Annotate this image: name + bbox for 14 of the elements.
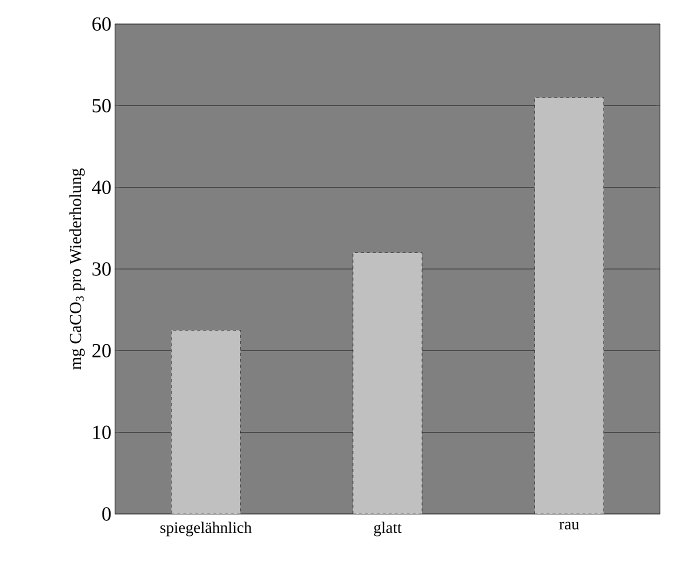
y-tick-label: 30 (92, 262, 111, 276)
y-tick-label: 50 (92, 98, 111, 112)
bar (352, 252, 422, 514)
y-tick-label: 0 (102, 507, 111, 521)
y-tick-label: 10 (93, 426, 111, 440)
y-tick-label: 60 (92, 17, 111, 31)
bar (534, 97, 604, 514)
y-tick-label: 40 (92, 180, 111, 194)
x-tick-label: rau (559, 522, 580, 530)
y-tick-label: 20 (92, 344, 111, 358)
x-tick-label: spiegelähnlich (160, 522, 252, 536)
y-axis-title: mg CaCO$_{3}$ pro Wiederholung (69, 168, 85, 370)
bar (171, 330, 241, 514)
x-tick-label: glatt (374, 522, 402, 536)
